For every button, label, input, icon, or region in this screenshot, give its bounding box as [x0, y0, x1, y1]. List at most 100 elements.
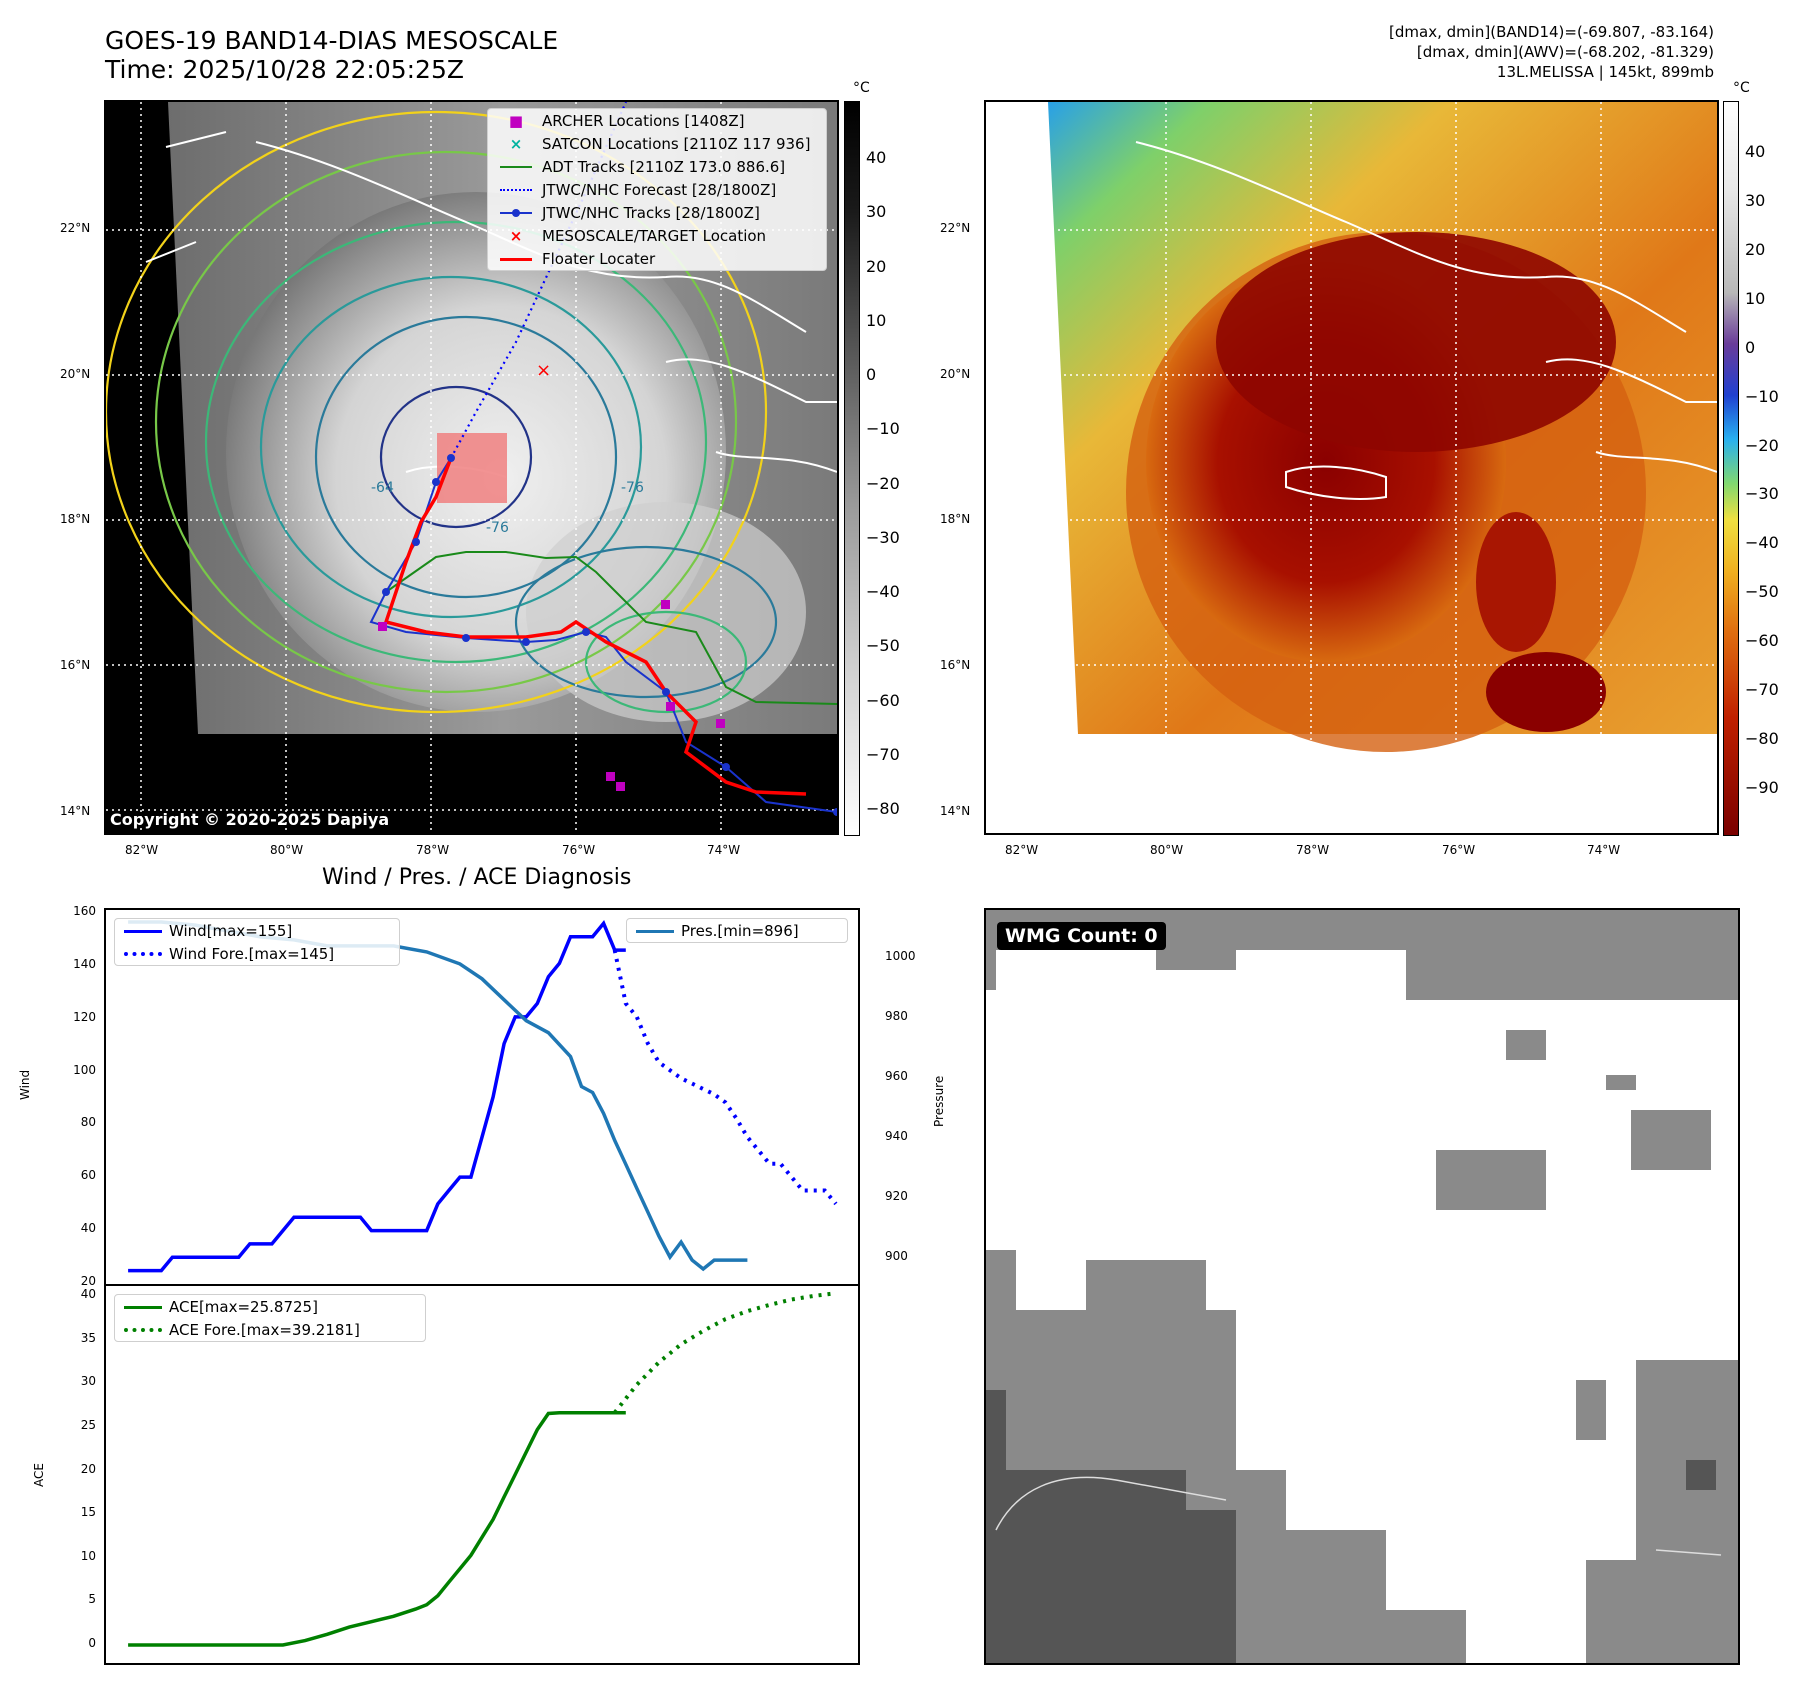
legend-item: Wind[max=155]	[115, 919, 399, 942]
line-icon	[123, 1298, 163, 1316]
awv-colorbar	[1723, 101, 1739, 836]
awv-colorbar-unit: °C	[1733, 80, 1750, 96]
line-icon	[123, 922, 163, 940]
axis-tick-label: 20	[80, 1461, 96, 1476]
axis-tick-label: −30	[866, 527, 900, 547]
legend-item: ■ ARCHER Locations [1408Z]	[488, 109, 826, 132]
lat-label: 18°N	[940, 512, 971, 526]
axis-tick-label: −70	[1745, 680, 1779, 700]
dotted-line-icon	[123, 1321, 163, 1339]
lon-label: 82°W	[1005, 843, 1039, 857]
wind-axis-label: Wind	[18, 1069, 32, 1100]
ace-panel: ACE[max=25.8725] ACE Fore.[max=39.2181]	[104, 1284, 860, 1665]
axis-tick-label: 40	[80, 1287, 96, 1301]
ace-axis-label: ACE	[32, 1463, 46, 1487]
dotted-line-icon	[123, 945, 163, 963]
lat-label: 20°N	[940, 367, 971, 381]
axis-tick-label: 25	[80, 1417, 96, 1432]
axis-tick-label: 10	[1745, 288, 1766, 308]
axis-tick-label: 920	[885, 1189, 908, 1203]
pressure-legend: Pres.[min=896]	[626, 918, 848, 943]
lon-label: 80°W	[1150, 843, 1184, 857]
axis-tick-label: −70	[866, 744, 900, 764]
axis-tick-label: 40	[866, 148, 887, 167]
ace-series-0	[128, 1411, 626, 1647]
axis-tick-label: 900	[885, 1249, 908, 1263]
legend-item: JTWC/NHC Tracks [28/1800Z]	[488, 201, 826, 224]
lat-label: 22°N	[60, 221, 91, 235]
lon-label: 80°W	[270, 843, 304, 857]
lon-label: 74°W	[1587, 843, 1621, 857]
line-icon	[496, 158, 536, 176]
lat-label: 16°N	[60, 658, 91, 672]
axis-tick-label: 80	[80, 1115, 96, 1130]
axis-tick-label: −20	[866, 473, 900, 493]
axis-tick-label: −80	[1745, 729, 1779, 749]
chart-title: GOES-19 BAND14-DIAS MESOSCALE	[105, 26, 559, 55]
axis-tick-label: 160	[73, 904, 96, 918]
diag-title: Wind / Pres. / ACE Diagnosis	[322, 865, 632, 890]
line-icon	[635, 922, 675, 940]
band14-range: [dmax, dmin](BAND14)=(-69.807, -83.164)	[1389, 23, 1714, 41]
wind-pressure-panel: Wind[max=155] Wind Fore.[max=145] Pres.[…	[104, 908, 860, 1286]
axis-tick-label: −50	[1745, 582, 1779, 602]
pressure-series-2	[128, 920, 748, 1272]
axis-tick-label: 0	[88, 1636, 96, 1650]
axis-tick-label: −10	[1745, 386, 1779, 406]
pressure-axis-label: Pressure	[932, 1075, 946, 1127]
legend-item: × SATCON Locations [2110Z 117 936]	[488, 132, 826, 155]
contour-label: -76	[486, 520, 509, 536]
wind-legend: Wind[max=155] Wind Fore.[max=145]	[114, 918, 400, 966]
axis-tick-label: 60	[80, 1168, 96, 1183]
axis-tick-label: 40	[1745, 142, 1766, 161]
svg-text:×: ×	[536, 360, 551, 381]
axis-tick-label: −20	[1745, 435, 1779, 455]
dotted-line-icon	[496, 181, 536, 199]
lat-label: 16°N	[940, 658, 971, 672]
awv-map-panel	[984, 100, 1719, 835]
legend-item: JTWC/NHC Forecast [28/1800Z]	[488, 178, 826, 201]
lat-label: 18°N	[60, 512, 91, 526]
lon-label: 76°W	[562, 843, 596, 857]
axis-tick-label: 30	[866, 202, 887, 222]
ace-forecast-series-1	[613, 1291, 837, 1414]
axis-tick-label: −90	[1745, 778, 1779, 797]
axis-tick-label: −50	[866, 636, 900, 656]
axis-tick-label: 20	[866, 256, 887, 276]
wind-forecast-series-1	[612, 949, 838, 1206]
axis-tick-label: −80	[866, 799, 900, 818]
lon-label: 78°W	[1296, 843, 1330, 857]
wmg-panel: WMG Count: 0	[984, 908, 1740, 1665]
axis-tick-label: 120	[73, 1009, 96, 1024]
axis-tick-label: 20	[80, 1274, 96, 1288]
lon-label: 78°W	[416, 843, 450, 857]
chart-time: Time: 2025/10/28 22:05:25Z	[105, 55, 464, 84]
axis-tick-label: 0	[1745, 337, 1756, 357]
axis-tick-label: 30	[1745, 190, 1766, 210]
legend-item: ACE Fore.[max=39.2181]	[115, 1318, 425, 1341]
x-marker-icon: ×	[509, 134, 523, 153]
axis-tick-label: 35	[80, 1330, 96, 1345]
axis-tick-label: 10	[80, 1548, 96, 1563]
lat-label: 22°N	[940, 221, 971, 235]
axis-tick-label: −40	[1745, 533, 1779, 553]
axis-tick-label: 980	[885, 1009, 908, 1023]
copyright: Copyright © 2020-2025 Dapiya	[110, 810, 390, 829]
axis-tick-label: 960	[885, 1069, 908, 1083]
storm-info: 13L.MELISSA | 145kt, 899mb	[1496, 63, 1714, 81]
legend-item: × MESOSCALE/TARGET Location	[488, 224, 826, 247]
axis-tick-label: 940	[885, 1129, 908, 1143]
axis-tick-label: 15	[80, 1505, 96, 1520]
ace-legend: ACE[max=25.8725] ACE Fore.[max=39.2181]	[114, 1294, 426, 1342]
legend-item: Floater Locater	[488, 247, 826, 270]
axis-tick-label: −60	[1745, 631, 1779, 651]
legend-item: Pres.[min=896]	[627, 919, 847, 942]
awv-range: [dmax, dmin](AWV)=(-68.202, -81.329)	[1416, 43, 1714, 61]
ir-legend: ■ ARCHER Locations [1408Z] × SATCON Locati…	[487, 108, 827, 271]
lat-label: 14°N	[940, 804, 971, 818]
legend-item: Wind Fore.[max=145]	[115, 942, 399, 965]
line-dot-icon	[496, 204, 536, 222]
ir-map-panel: × -64 -76 -76 ■ ARCHER Locations [1408Z] …	[104, 100, 839, 835]
axis-tick-label: 5	[88, 1592, 96, 1607]
axis-tick-label: −10	[866, 419, 900, 439]
